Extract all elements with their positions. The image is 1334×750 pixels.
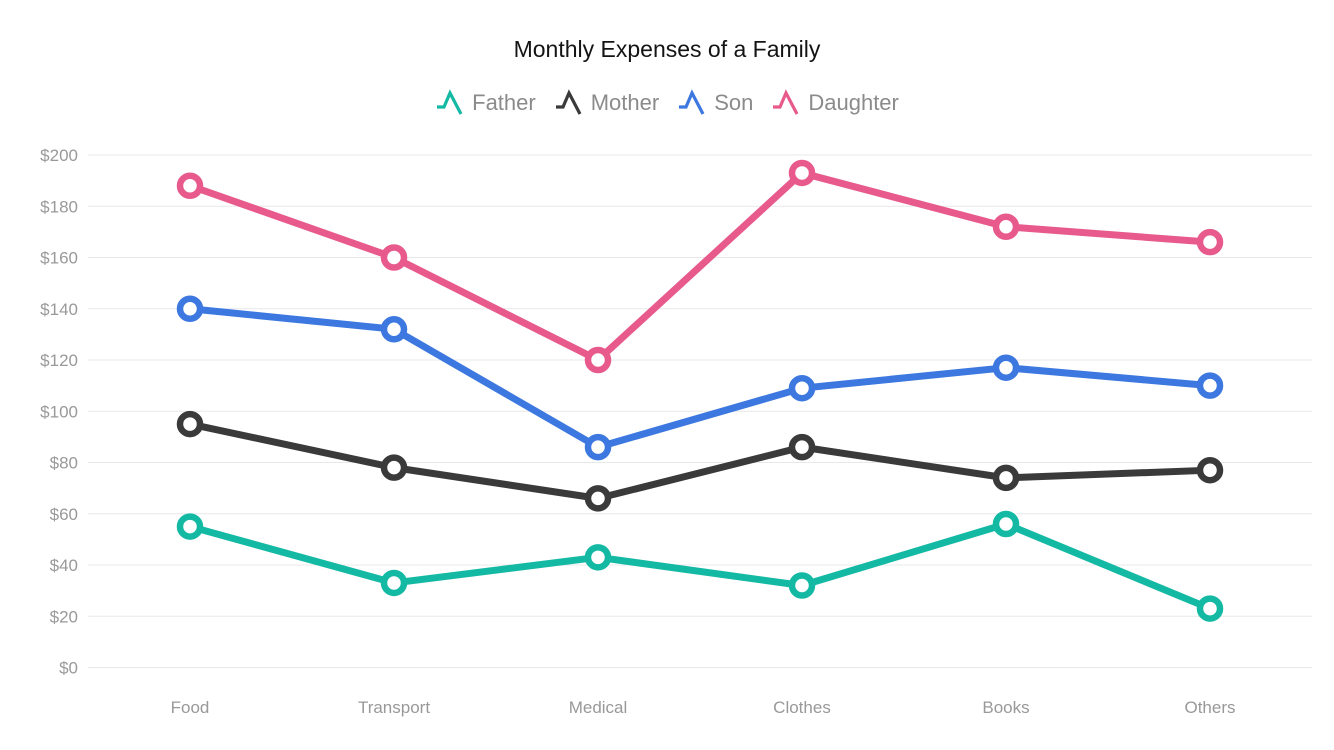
- series-line-daughter: [186, 169, 1214, 364]
- data-point-son-food[interactable]: [176, 295, 204, 322]
- data-point-daughter-books[interactable]: [992, 213, 1020, 240]
- x-tick-label: Medical: [569, 698, 628, 717]
- data-point-mother-medical[interactable]: [584, 485, 612, 512]
- data-point-daughter-transport[interactable]: [380, 244, 408, 271]
- y-tick-label: $20: [50, 607, 78, 626]
- data-point-father-food[interactable]: [176, 513, 204, 540]
- line-series-icon: [679, 89, 705, 115]
- data-point-father-clothes[interactable]: [788, 572, 816, 599]
- y-tick-label: $60: [50, 505, 78, 524]
- y-tick-label: $100: [40, 402, 78, 421]
- data-point-daughter-others[interactable]: [1196, 228, 1224, 256]
- data-point-father-medical[interactable]: [584, 544, 612, 571]
- y-tick-label: $140: [40, 300, 78, 319]
- legend-item-daughter[interactable]: Daughter: [771, 88, 899, 118]
- y-tick-label: $80: [50, 454, 78, 473]
- y-tick-label: $0: [59, 659, 78, 678]
- line-series-icon: [437, 89, 463, 115]
- legend-item-father[interactable]: Father: [435, 88, 536, 118]
- data-point-mother-clothes[interactable]: [788, 433, 816, 461]
- data-point-son-clothes[interactable]: [788, 374, 816, 402]
- y-tick-label: $120: [40, 351, 78, 370]
- y-tick-label: $200: [40, 146, 78, 165]
- data-point-daughter-medical[interactable]: [584, 346, 612, 374]
- legend-item-mother[interactable]: Mother: [554, 88, 659, 118]
- data-point-mother-books[interactable]: [992, 464, 1020, 492]
- data-point-son-others[interactable]: [1196, 372, 1224, 399]
- data-point-mother-food[interactable]: [176, 410, 204, 438]
- data-point-daughter-food[interactable]: [176, 172, 204, 199]
- data-point-son-medical[interactable]: [584, 433, 612, 461]
- line-series-icon: [773, 89, 799, 115]
- series-line-mother: [186, 420, 1214, 502]
- legend-label-mother: Mother: [590, 90, 660, 115]
- data-point-mother-transport[interactable]: [380, 454, 408, 481]
- x-tick-label: Food: [171, 698, 210, 717]
- series-line-father: [186, 520, 1214, 613]
- data-point-father-transport[interactable]: [380, 569, 408, 597]
- data-point-father-books[interactable]: [992, 510, 1020, 538]
- x-tick-label: Books: [982, 698, 1029, 717]
- data-point-son-transport[interactable]: [380, 316, 408, 343]
- legend-item-son[interactable]: Son: [677, 88, 753, 118]
- legend-label-son: Son: [714, 90, 754, 115]
- line-series-icon: [555, 89, 582, 115]
- y-tick-label: $40: [50, 556, 78, 575]
- y-tick-label: $160: [40, 249, 78, 268]
- data-point-father-others[interactable]: [1196, 595, 1224, 622]
- data-point-son-books[interactable]: [992, 354, 1020, 381]
- series-line-son: [186, 305, 1214, 451]
- chart-title: Monthly Expenses of a Family: [513, 36, 821, 62]
- x-tick-label: Transport: [358, 698, 430, 717]
- legend-label-father: Father: [472, 90, 536, 115]
- y-tick-label: $180: [40, 197, 78, 216]
- data-point-mother-others[interactable]: [1196, 456, 1224, 484]
- legend-label-daughter: Daughter: [808, 90, 899, 115]
- x-tick-label: Clothes: [773, 698, 831, 717]
- data-point-daughter-clothes[interactable]: [788, 159, 816, 187]
- x-tick-label: Others: [1184, 698, 1235, 717]
- legend: Father Mother Son Daughter: [0, 86, 1334, 120]
